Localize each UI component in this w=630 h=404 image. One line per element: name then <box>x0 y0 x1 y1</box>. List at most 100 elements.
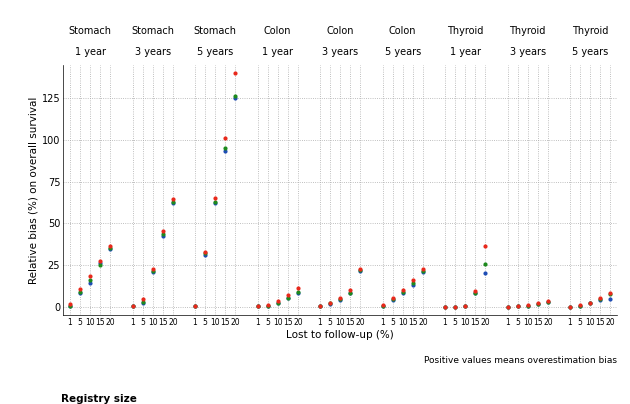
Text: 3 years: 3 years <box>135 46 171 57</box>
Point <box>137 299 147 306</box>
Point <box>575 303 585 309</box>
Point <box>585 300 595 307</box>
Text: Stomach: Stomach <box>193 26 237 36</box>
Legend: 100, 300, 500: 100, 300, 500 <box>57 390 140 404</box>
Point <box>450 303 460 310</box>
Point <box>95 260 105 267</box>
Point <box>85 277 95 283</box>
Point <box>127 303 137 309</box>
Point <box>355 267 365 274</box>
Point <box>345 290 355 297</box>
Text: Colon: Colon <box>326 26 354 36</box>
Point <box>105 242 115 249</box>
Point <box>335 295 345 302</box>
Point <box>158 233 168 239</box>
Point <box>418 269 428 275</box>
Point <box>575 302 585 308</box>
Point <box>398 287 408 293</box>
Point <box>168 196 178 202</box>
Text: 5 years: 5 years <box>197 46 233 57</box>
Point <box>470 288 480 294</box>
Text: Stomach: Stomach <box>131 26 175 36</box>
Text: 5 years: 5 years <box>572 46 609 57</box>
Point <box>147 267 158 274</box>
Point <box>200 252 210 258</box>
Point <box>470 290 480 297</box>
Point <box>408 282 418 288</box>
Point <box>220 145 231 152</box>
Point <box>200 248 210 255</box>
Text: 3 years: 3 years <box>322 46 358 57</box>
Point <box>190 303 200 309</box>
Point <box>315 303 325 309</box>
Point <box>387 295 398 302</box>
Point <box>533 301 543 307</box>
Point <box>283 295 293 302</box>
Point <box>503 303 513 310</box>
Point <box>190 303 200 309</box>
Point <box>220 135 231 141</box>
Point <box>480 261 490 267</box>
Point <box>513 303 523 309</box>
Point <box>575 303 585 309</box>
Point <box>158 227 168 234</box>
Point <box>377 303 387 309</box>
Text: Positive values means overestimation bias: Positive values means overestimation bia… <box>425 356 617 364</box>
Point <box>293 290 303 297</box>
Point <box>95 258 105 264</box>
Point <box>105 246 115 252</box>
Point <box>450 303 460 310</box>
Point <box>253 303 263 309</box>
Point <box>168 199 178 206</box>
Point <box>523 303 533 309</box>
Point <box>513 303 523 309</box>
Text: Thyroid: Thyroid <box>447 26 483 36</box>
Point <box>65 303 75 309</box>
Point <box>523 303 533 309</box>
Point <box>335 297 345 303</box>
Point <box>283 292 293 298</box>
Point <box>503 303 513 310</box>
Point <box>605 296 616 303</box>
Point <box>231 70 241 76</box>
Point <box>283 295 293 301</box>
Point <box>220 148 231 155</box>
Point <box>595 296 605 303</box>
Point <box>263 302 273 308</box>
Point <box>147 269 158 275</box>
Point <box>200 250 210 257</box>
Point <box>65 301 75 307</box>
Point <box>377 302 387 308</box>
Point <box>273 298 283 304</box>
Point <box>137 299 147 305</box>
Point <box>387 296 398 303</box>
Point <box>408 279 418 286</box>
Text: Colon: Colon <box>389 26 416 36</box>
Point <box>543 299 553 305</box>
Point <box>503 303 513 310</box>
Point <box>585 300 595 307</box>
Point <box>335 296 345 303</box>
Point <box>147 266 158 272</box>
Point <box>513 303 523 309</box>
Point <box>440 303 450 310</box>
Point <box>565 303 575 310</box>
Point <box>210 200 220 206</box>
Point <box>470 289 480 296</box>
Point <box>398 288 408 295</box>
Point <box>127 303 137 309</box>
Point <box>105 245 115 252</box>
Point <box>565 303 575 310</box>
Point <box>387 297 398 303</box>
Point <box>418 266 428 272</box>
Point <box>263 303 273 309</box>
Point <box>460 303 470 309</box>
Point <box>168 200 178 206</box>
Point <box>355 266 365 272</box>
Point <box>231 93 241 100</box>
X-axis label: Lost to follow-up (%): Lost to follow-up (%) <box>286 330 394 340</box>
Point <box>325 301 335 307</box>
Text: Stomach: Stomach <box>69 26 112 36</box>
Point <box>127 303 137 309</box>
Point <box>263 303 273 309</box>
